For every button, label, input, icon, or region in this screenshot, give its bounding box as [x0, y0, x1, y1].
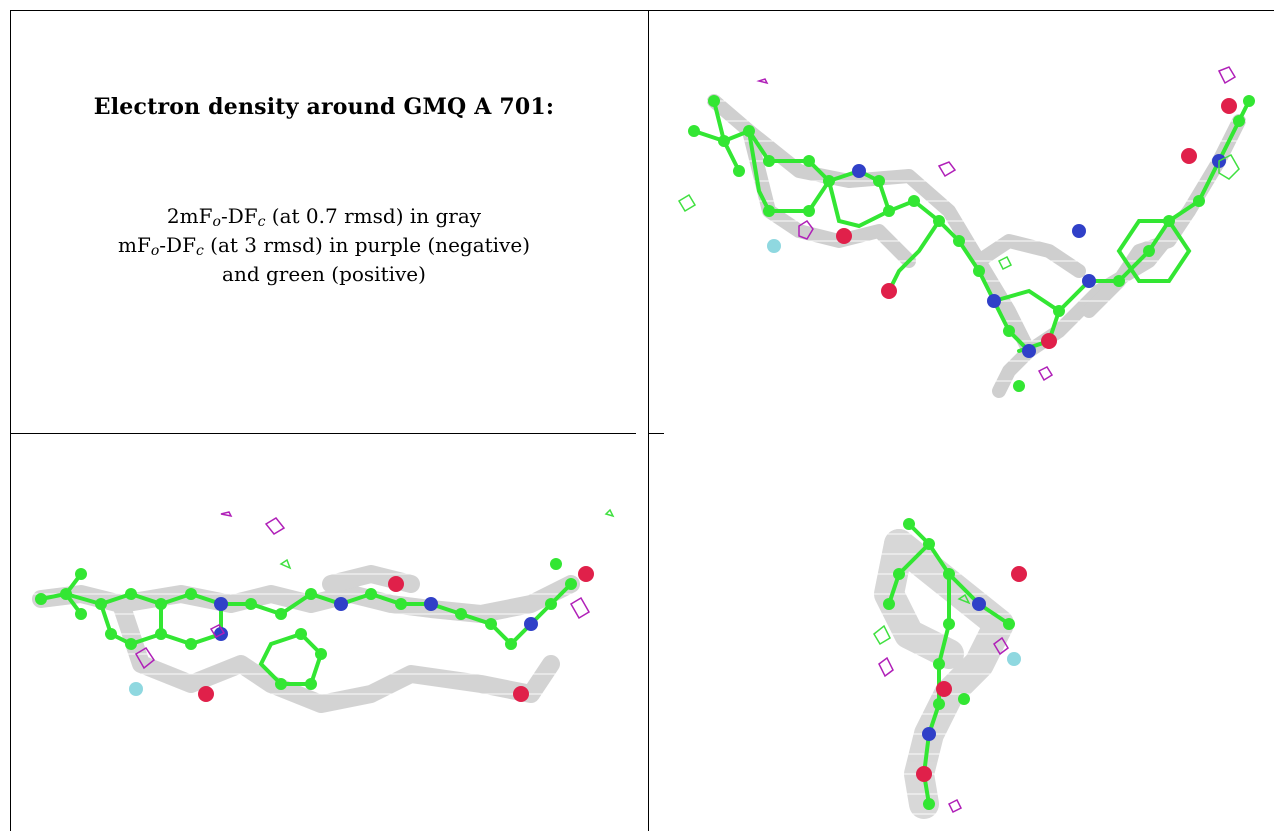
table-border-row-right: [648, 433, 664, 434]
atoms: [883, 518, 1027, 810]
ligand-density-icon: [677, 66, 1274, 402]
legend-line-2mfo: 2mFo-DFc (at 0.7 rmsd) in gray: [166, 204, 482, 230]
mesh-negative: [878, 636, 1009, 814]
legend-line-positive: and green (positive): [222, 262, 426, 286]
mesh-pattern: [849, 513, 1069, 815]
view-bottom-right: [649, 434, 1274, 831]
mesh-positive: [279, 508, 615, 570]
table-border-row: [10, 433, 636, 434]
legend-line-mfo: mFo-DFc (at 3 rmsd) in purple (negative): [118, 233, 530, 259]
table-border-middle: [648, 10, 649, 831]
view-top-right: [649, 11, 1274, 433]
view-bottom-left: [11, 434, 648, 831]
mesh-pattern: [21, 553, 641, 715]
table-border-top: [10, 10, 1274, 11]
legend-text: 2mFo-DFc (at 0.7 rmsd) in gray mFo-DFc (…: [0, 202, 648, 289]
ligand-density-icon: [849, 513, 1069, 819]
mesh-negative: [134, 511, 591, 670]
atoms: [35, 558, 594, 702]
caption-cell: Electron density around GMQ A 701: 2mFo-…: [0, 0, 648, 433]
mesh-2mfo: [707, 94, 1246, 398]
mesh-negative: [756, 66, 1237, 382]
ligand-density-icon: [21, 508, 641, 715]
mesh-positive: [677, 154, 1240, 271]
page-title: Electron density around GMQ A 701:: [93, 94, 555, 120]
atoms: [688, 95, 1255, 392]
table-border-left: [10, 10, 11, 831]
mesh-positive: [873, 593, 971, 646]
